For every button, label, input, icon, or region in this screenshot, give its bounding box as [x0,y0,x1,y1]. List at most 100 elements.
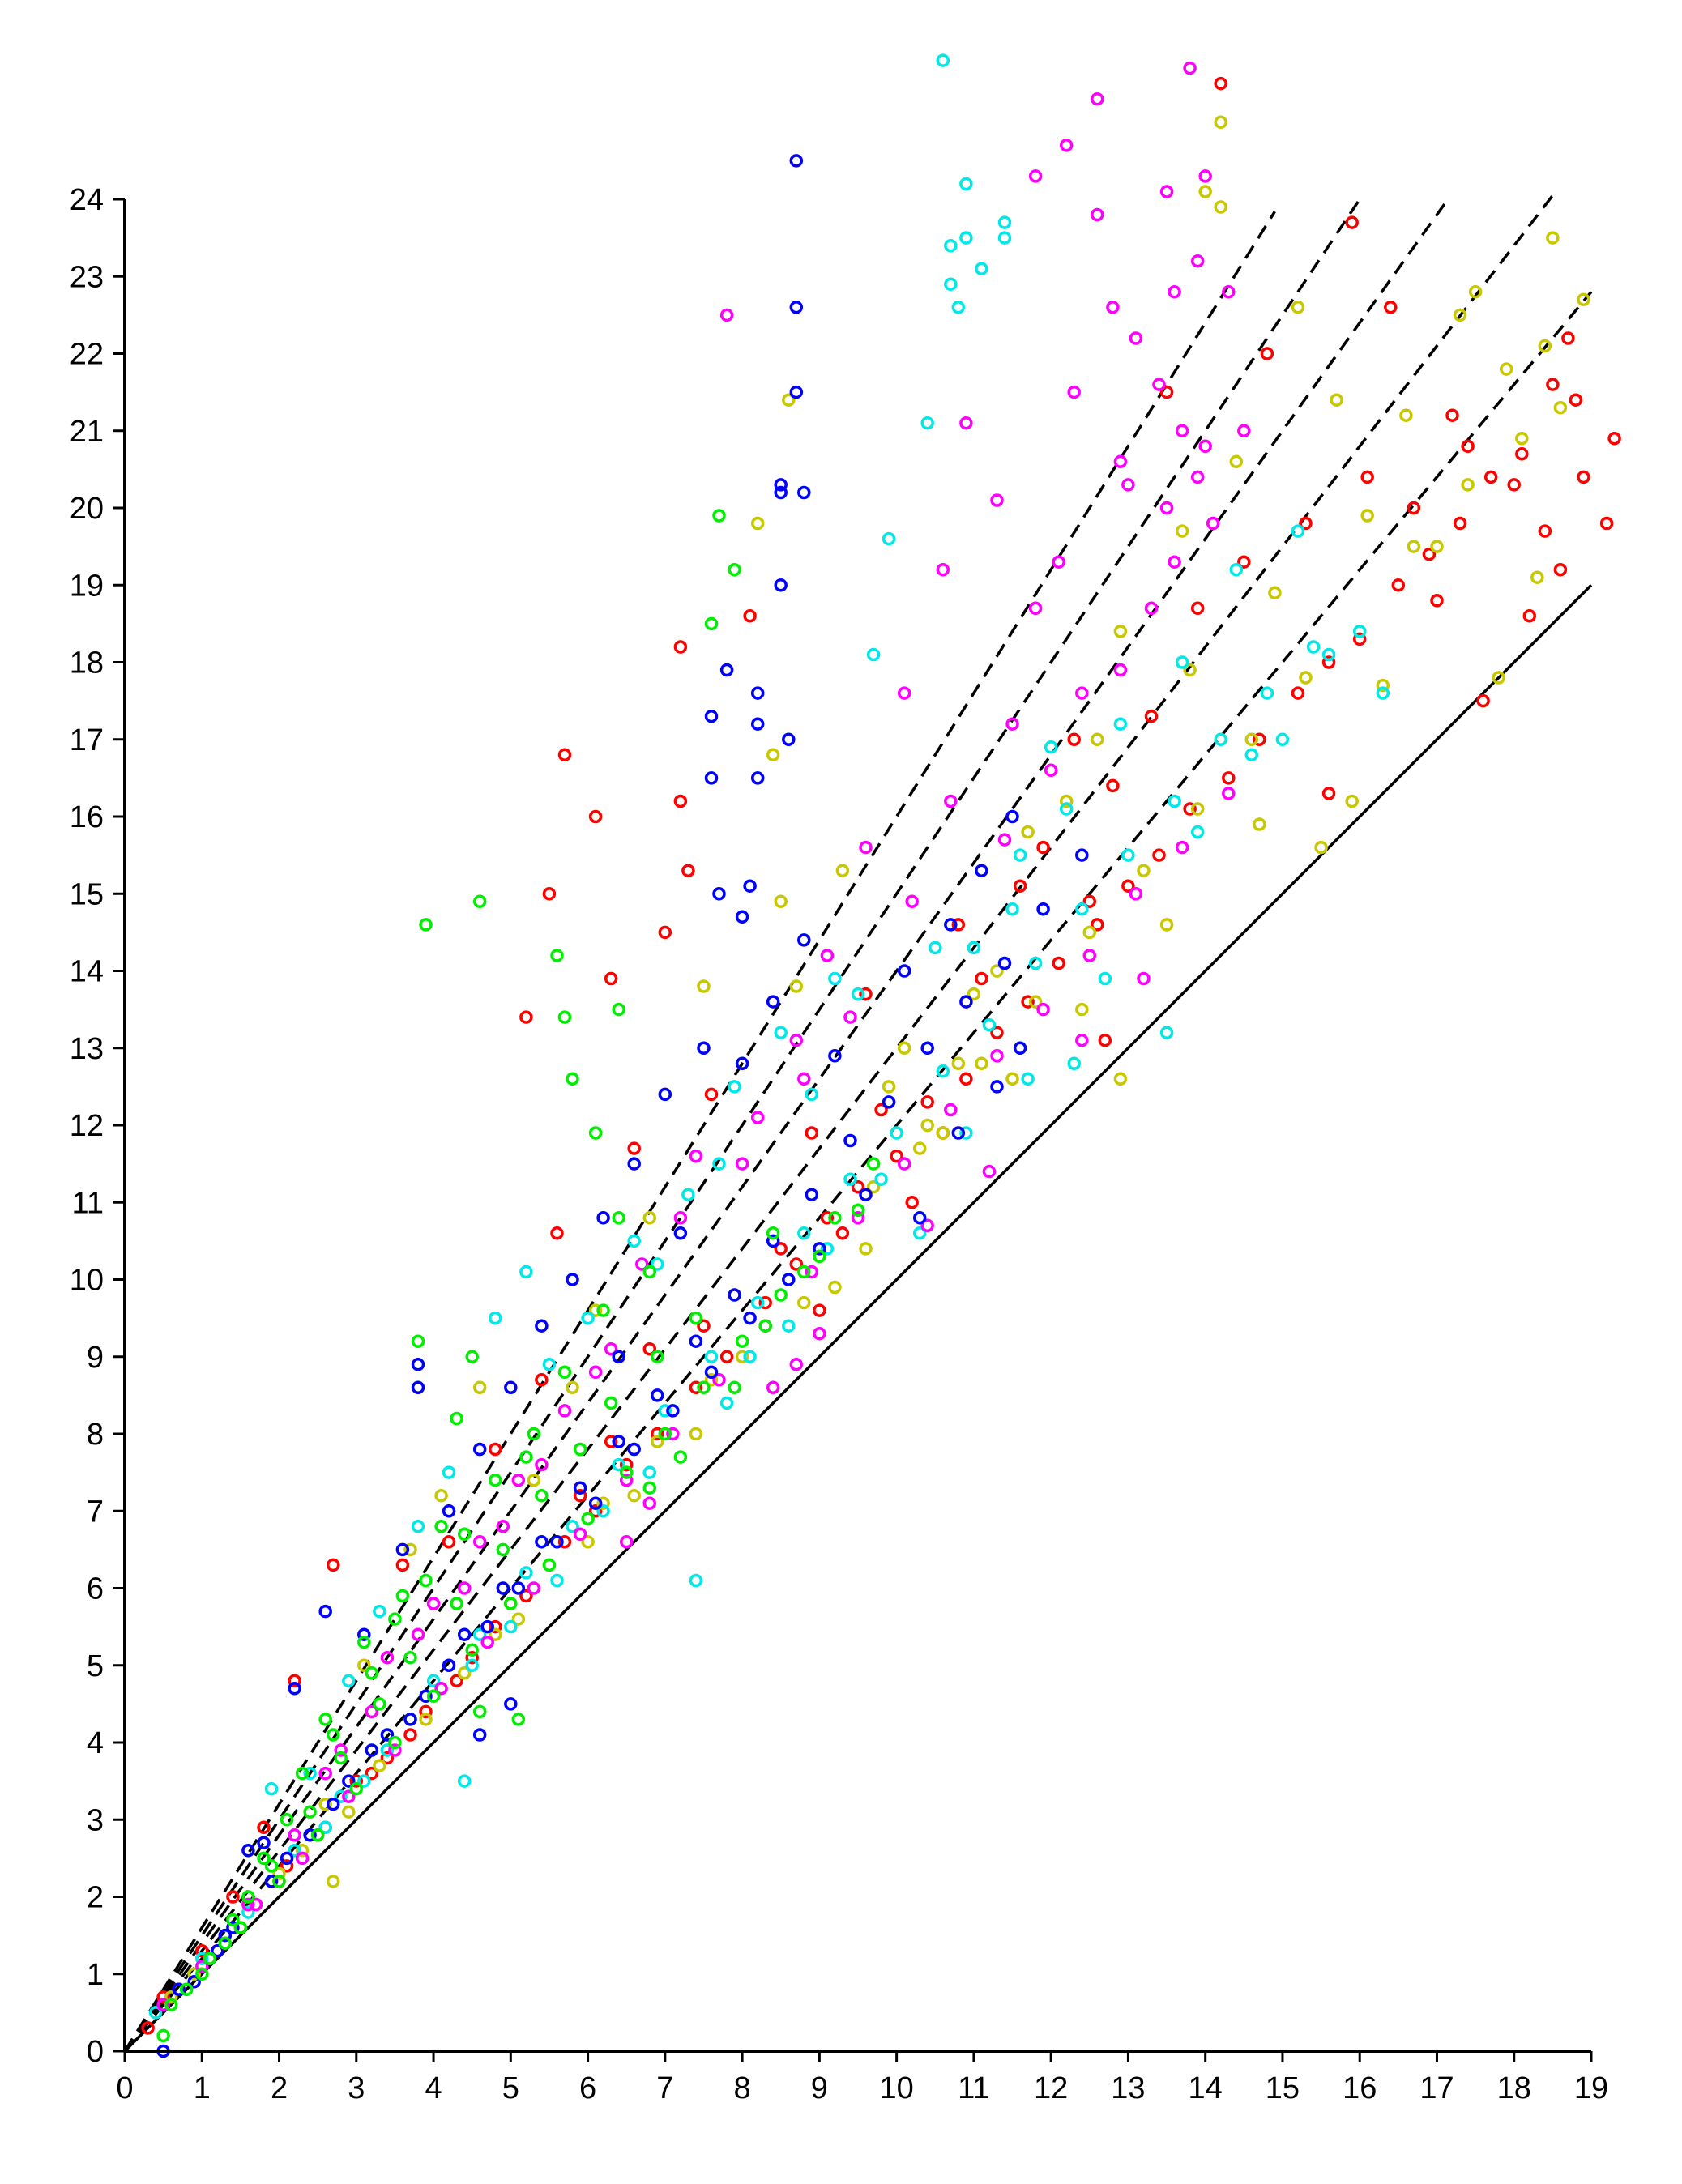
data-point-cyan [380,1743,395,1757]
data-point-red [1299,516,1313,531]
data-point-green [504,1597,518,1610]
data-point-cyan [442,1465,456,1479]
data-point-blue [789,301,804,314]
data-point-magenta [527,1581,541,1595]
data-point-yellow [1059,794,1074,808]
dashed-reference-line-2 [123,194,1554,2053]
data-point-blue [897,964,911,978]
y-tick-label: 6 [87,1572,104,1606]
data-point-green [697,1380,711,1395]
data-point-green [365,1666,379,1680]
data-point-cyan [851,987,865,1001]
data-point-blue [395,1542,410,1557]
data-point-red [673,640,688,654]
data-point-yellow [897,1041,911,1056]
x-tick-label: 12 [1034,2071,1068,2105]
data-point-cyan [843,1172,857,1186]
data-point-magenta [750,1111,765,1124]
data-point-red [588,1504,603,1518]
data-point-green [813,1249,826,1264]
dashed-reference-line-5 [123,211,1276,2052]
data-point-red [588,809,603,824]
data-point-red [905,1196,919,1209]
y-tick-label: 11 [72,1186,104,1220]
data-point-cyan [642,1465,657,1479]
data-point-yellow [434,1488,448,1503]
data-point-magenta [719,308,734,322]
data-point-blue [1075,848,1089,862]
data-point-red [1345,215,1359,229]
data-point-yellow [596,1496,610,1510]
data-point-magenta [1190,470,1205,484]
data-point-red [557,1535,572,1549]
data-point-blue [750,717,765,731]
data-point-yellow [975,1056,988,1071]
data-point-yellow [1175,524,1189,538]
data-point-red [1321,655,1336,669]
data-point-magenta [990,493,1004,507]
data-point-red [1384,301,1398,314]
data-point-blue [704,709,719,723]
data-point-yellow [581,1535,595,1549]
data-point-cyan [912,1226,927,1240]
data-point-yellow [704,1373,719,1387]
data-point-cyan [1159,1026,1174,1039]
data-point-red [859,987,873,1001]
data-point-red [1599,516,1614,531]
data-point-cyan [1098,971,1112,986]
data-point-red [1391,578,1406,592]
data-point-cyan [689,1573,703,1588]
data-point-blue [1036,902,1050,916]
data-point-yellow [1577,292,1590,307]
data-point-blue [511,1581,526,1595]
data-point-green [226,1913,240,1927]
data-point-blue [288,1682,301,1696]
data-point-green [233,1921,248,1934]
x-tick-label: 16 [1343,2071,1377,2105]
data-point-yellow [735,1350,749,1364]
data-point-cyan [951,301,966,314]
data-point-magenta [249,1897,263,1912]
data-point-yellow [1530,570,1544,584]
data-point-red [1121,879,1135,893]
data-point-magenta [712,1373,726,1387]
x-tick-label: 0 [116,2071,133,2105]
data-point-red [442,1535,456,1549]
data-point-red [1483,470,1498,484]
data-point-cyan [797,1226,811,1240]
data-point-magenta [997,833,1012,847]
data-point-red [542,887,557,901]
data-point-cyan [612,1457,625,1472]
data-point-cyan [148,2006,163,2020]
data-point-magenta [1129,331,1143,345]
data-point-yellow [1253,817,1266,831]
data-point-red [380,1751,395,1765]
data-point-magenta [805,1265,819,1279]
data-point-magenta [241,1897,255,1912]
data-point-cyan [288,1844,301,1858]
data-point-cyan [318,1820,332,1835]
data-point-blue [187,1975,201,1989]
data-point-green [673,1450,688,1464]
data-point-cyan [820,1242,835,1256]
data-point-green [550,949,564,962]
data-point-green [766,1226,780,1240]
data-point-red [820,1211,835,1225]
data-point-yellow [1538,339,1552,353]
data-point-yellow [1492,671,1505,685]
y-tick-label: 15 [70,877,104,911]
data-point-yellow [828,1280,842,1295]
data-point-red [1553,562,1568,577]
data-point-blue [411,1380,425,1395]
data-point-magenta [766,1380,780,1395]
data-point-cyan [712,1157,726,1171]
data-point-red [1407,501,1421,515]
data-point-cyan [1121,848,1135,862]
data-point-yellow [1553,400,1568,415]
y-tick-label: 1 [87,1958,104,1992]
data-point-cyan [1275,732,1290,747]
data-point-green [241,1890,255,1904]
data-point-red [1159,385,1174,399]
data-point-red [1607,432,1621,446]
